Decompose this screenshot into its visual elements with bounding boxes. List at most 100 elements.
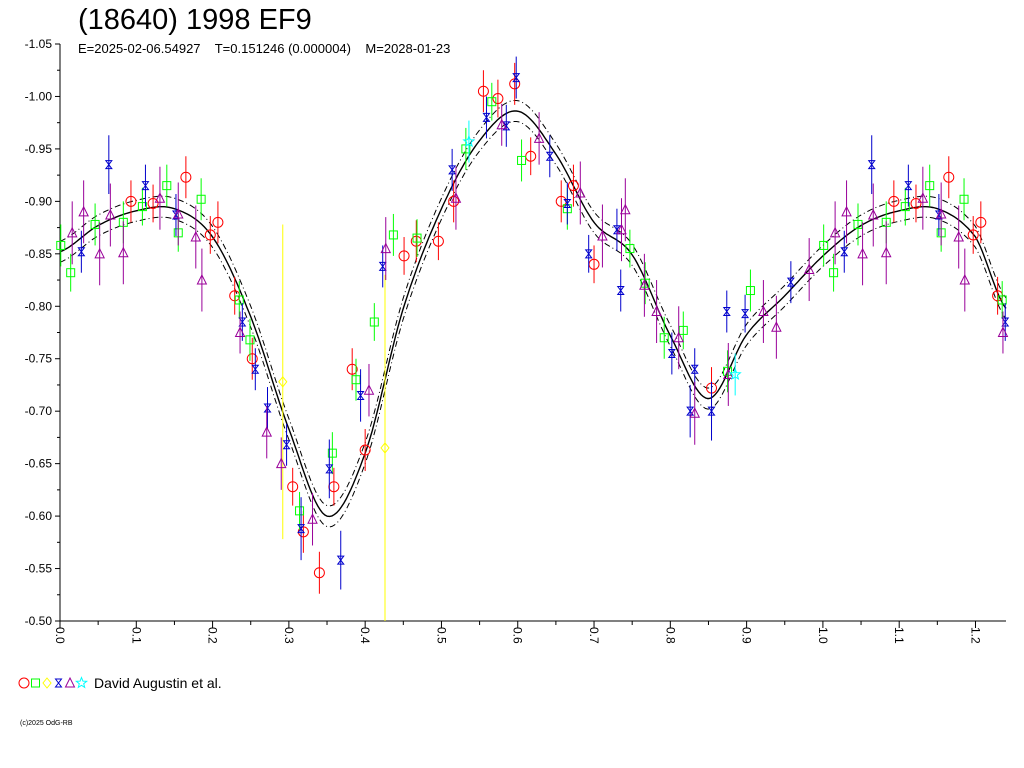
data-point [758,280,769,343]
legend-triangle-icon [64,676,76,688]
hourglass-marker [1001,317,1010,327]
data-point [234,311,246,354]
data-point [829,253,839,292]
data-point [943,156,955,199]
data-point [125,180,137,223]
triangle-marker [190,230,202,242]
data-point [880,221,892,285]
data-point [659,316,669,359]
x-tick-label: 1.0 [816,627,830,644]
triangle-marker [620,203,631,215]
data-point [462,120,476,163]
data-point [154,166,166,230]
data-point [616,198,627,262]
square-marker [56,240,66,250]
y-tick-label: -0.95 [25,142,53,156]
x-tick-label: 0.2 [206,627,220,644]
fit-curve-main [59,110,1007,518]
circle-marker [888,195,900,207]
circle-marker [147,197,159,209]
hourglass-marker [325,464,334,474]
square-marker [369,317,379,327]
x-tick-label: 0.9 [740,627,754,644]
data-point [959,248,971,312]
triangle-marker [574,186,586,198]
square-marker [487,97,497,107]
triangle-marker [651,305,662,317]
data-point [563,182,572,225]
fit-curve [59,100,1007,528]
hourglass-marker [251,364,260,374]
square-marker [900,202,910,212]
chart-title: (18640) 1998 EF9 [78,4,312,36]
y-tick-label: -1.05 [25,37,53,51]
square-marker [196,194,206,204]
copyright-notice: (c)2025 OdG-RB [20,720,73,727]
data-point [162,164,172,207]
hourglass-marker [722,307,731,317]
square-marker [997,295,1007,305]
x-tick-label: 0.4 [358,627,372,644]
data-point [689,381,701,445]
circle-marker [975,216,987,228]
triangle-marker [639,279,650,290]
circle-marker [432,235,444,247]
data-point [313,551,325,594]
square-marker [853,219,863,229]
data-point [325,439,334,499]
triangle-marker [917,192,929,203]
y-tick-label: -0.80 [25,299,53,313]
data-point [432,222,444,261]
data-point [786,261,795,304]
square-marker [723,366,733,376]
data-point [263,387,272,430]
data-point [77,230,86,273]
circle-marker [567,180,579,192]
data-point [910,184,922,223]
data-point [204,216,216,254]
data-point [925,164,935,207]
legend: David Augustin et al. [18,675,222,691]
data-point [90,203,100,246]
square-marker [819,240,829,250]
hourglass-marker [616,286,625,296]
chart-subtitle: E=2025-02-06.54927 T=0.151246 (0.000004)… [78,41,451,56]
square-marker [66,268,76,278]
triangle-marker [997,326,1009,337]
hourglass-marker [840,247,849,257]
y-tick-label: -1.00 [25,89,53,103]
triangle-marker [380,242,392,254]
data-point [212,201,224,244]
legend-symbols [18,676,89,689]
triangle-marker [307,513,318,524]
square-marker [162,181,172,191]
data-point [336,530,345,590]
square-marker [137,202,147,212]
triangle-marker [66,226,78,238]
triangle-marker [94,247,105,259]
data-point [56,224,66,267]
square-marker [659,333,669,343]
data-point [640,262,650,305]
x-tick-label: 0.6 [511,627,525,644]
data-point [245,318,255,361]
x-tick-label: 0.1 [129,627,143,644]
data-point [477,70,489,113]
data-point [857,222,868,286]
circle-marker [448,195,460,207]
square-marker [234,295,244,305]
y-tick-label: -0.60 [25,509,53,523]
data-point [841,180,852,244]
data-point [917,166,929,230]
data-point [104,135,113,195]
data-point [278,224,288,540]
square-marker [517,155,527,165]
x-tick-label: 0.5 [434,627,448,644]
hourglass-marker [904,181,913,191]
legend-hourglass-icon [54,678,63,688]
data-point [545,135,554,178]
triangle-marker [689,407,701,418]
data-point [147,184,159,223]
data-point [567,164,579,207]
square-marker [90,219,100,229]
